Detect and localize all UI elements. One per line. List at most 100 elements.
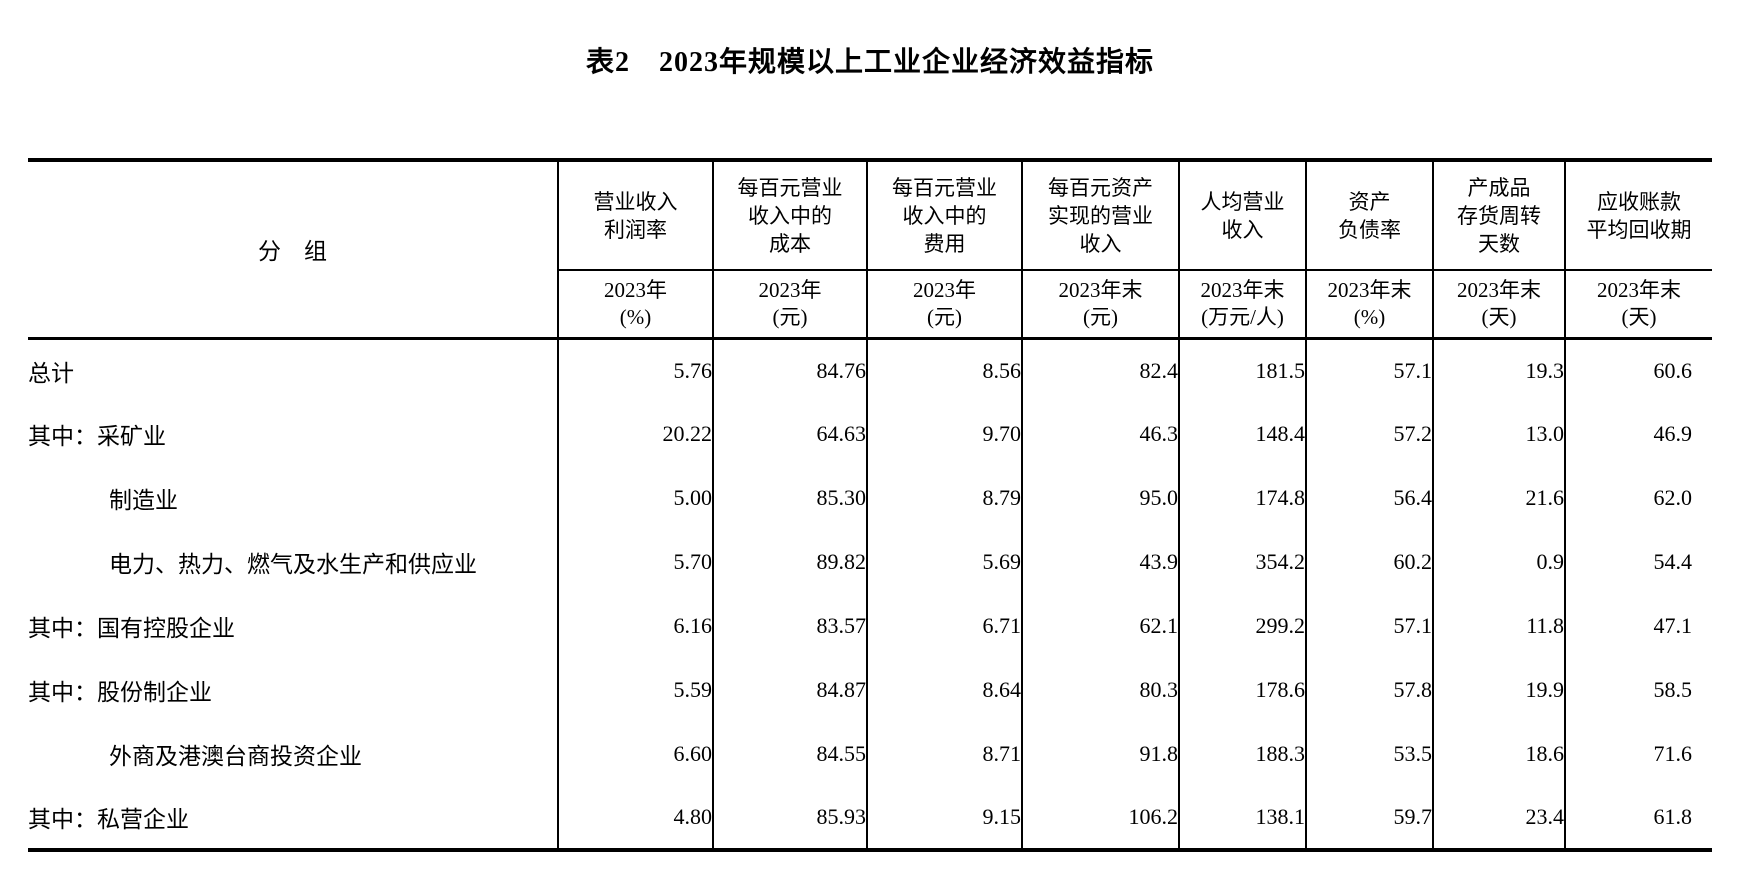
group-header-cell: 分 组 [258,239,327,265]
data-cell: 57.1 [1305,594,1433,658]
data-cell: 19.3 [1432,336,1565,402]
period-label: 2023年末 [1597,277,1681,302]
data-cell: 59.7 [1305,786,1433,850]
data-cell: 106.2 [1021,786,1179,850]
unit-label: (元) [1083,304,1118,329]
data-cell: 62.0 [1564,466,1712,530]
subheader-cell: 2023年末 (万元/人) [1178,270,1306,338]
col-header-cost-per-100-yuan-revenue: 每百元营业 收入中的 成本 [712,160,867,271]
data-cell: 299.2 [1178,594,1306,658]
subheader-cell: 2023年末 (%) [1305,270,1433,338]
data-cell: 60.6 [1564,336,1712,402]
unit-label: (天) [1481,304,1517,329]
data-cell: 57.8 [1305,658,1433,722]
data-cell: 4.80 [557,786,713,850]
row-label: 其中：采矿业 [28,424,166,449]
data-cell: 53.5 [1305,722,1433,786]
data-cell: 57.1 [1305,336,1433,402]
data-cell: 84.76 [712,336,867,402]
data-cell: 178.6 [1178,658,1306,722]
unit-label: (元) [927,304,962,329]
subheader-cell: 2023年 (元) [712,270,867,338]
data-cell: 6.71 [866,594,1022,658]
data-cell: 18.6 [1432,722,1565,786]
data-cell: 0.9 [1432,530,1565,594]
data-cell: 84.87 [712,658,867,722]
col-header-receivables-collection-period: 应收账款 平均回收期 [1564,160,1712,271]
table-row-utilities: 电力、热力、燃气及水生产和供应业 5.70 89.82 5.69 43.9 35… [28,530,1712,594]
data-cell: 83.57 [712,594,867,658]
subheader-cell: 2023年 (元) [866,270,1022,338]
unit-label: (万元/人) [1201,304,1284,329]
data-cell: 57.2 [1305,402,1433,466]
col-header-revenue-per-capita: 人均营业 收入 [1178,160,1306,271]
data-cell: 9.15 [866,786,1022,850]
header-sub-row: 2023年 (%) 2023年 (元) 2023年 (元) 2023年末 (元)… [28,270,1712,338]
table-row-private: 其中：私营企业 4.80 85.93 9.15 106.2 138.1 59.7… [28,786,1712,850]
data-cell: 23.4 [1432,786,1565,850]
table-row-manufacturing: 制造业 5.00 85.30 8.79 95.0 174.8 56.4 21.6… [28,466,1712,530]
period-label: 2023年 [913,277,976,302]
data-cell: 85.93 [712,786,867,850]
data-cell: 43.9 [1021,530,1179,594]
table-row-total: 总计 5.76 84.76 8.56 82.4 181.5 57.1 19.3 … [28,336,1712,402]
subheader-cell: 2023年 (%) [557,270,713,338]
data-cell: 82.4 [1021,336,1179,402]
data-cell: 46.3 [1021,402,1179,466]
row-label: 外商及港澳台商投资企业 [109,744,362,769]
period-label: 2023年末 [1200,277,1285,302]
data-cell: 5.59 [557,658,713,722]
unit-label: (天) [1621,304,1657,329]
period-label: 2023年末 [1457,277,1541,302]
data-cell: 20.22 [557,402,713,466]
data-cell: 80.3 [1021,658,1179,722]
data-cell: 62.1 [1021,594,1179,658]
data-cell: 46.9 [1564,402,1712,466]
col-header-asset-liability-ratio: 资产 负债率 [1305,160,1433,271]
data-cell: 5.69 [866,530,1022,594]
period-label: 2023年 [604,277,667,302]
header-title-row: 分 组 营业收入 利润率 每百元营业 收入中的 成本 每百元营业 收入中的 费用… [28,160,1712,271]
subheader-cell: 2023年末 (元) [1021,270,1179,338]
data-cell: 5.00 [557,466,713,530]
data-cell: 85.30 [712,466,867,530]
table-row-shareholding: 其中：股份制企业 5.59 84.87 8.64 80.3 178.6 57.8… [28,658,1712,722]
subheader-cell: 2023年末 (天) [1564,270,1712,338]
data-cell: 19.9 [1432,658,1565,722]
table-row-mining: 其中：采矿业 20.22 64.63 9.70 46.3 148.4 57.2 … [28,402,1712,466]
data-cell: 5.76 [557,336,713,402]
data-cell: 9.70 [866,402,1022,466]
table-row-foreign-invested: 外商及港澳台商投资企业 6.60 84.55 8.71 91.8 188.3 5… [28,722,1712,786]
data-cell: 13.0 [1432,402,1565,466]
data-cell: 138.1 [1178,786,1306,850]
data-cell: 148.4 [1178,402,1306,466]
table-title: 表2 2023年规模以上工业企业经济效益指标 [585,47,1154,78]
data-cell: 354.2 [1178,530,1306,594]
col-header-operating-revenue-profit-rate: 营业收入 利润率 [557,160,713,271]
row-label: 电力、热力、燃气及水生产和供应业 [109,552,477,577]
table-row-state-owned: 其中：国有控股企业 6.16 83.57 6.71 62.1 299.2 57.… [28,594,1712,658]
col-header-inventory-turnover-days: 产成品 存货周转 天数 [1432,160,1565,271]
data-cell: 58.5 [1564,658,1712,722]
data-cell: 95.0 [1021,466,1179,530]
subheader-cell: 2023年末 (天) [1432,270,1565,338]
unit-label: (元) [772,304,808,329]
data-cell: 89.82 [712,530,867,594]
data-cell: 181.5 [1178,336,1306,402]
row-label: 制造业 [109,488,178,513]
row-label: 其中：私营企业 [28,807,189,832]
data-cell: 6.16 [557,594,713,658]
data-cell: 8.79 [866,466,1022,530]
row-label: 其中：国有控股企业 [28,616,235,641]
data-cell: 71.6 [1564,722,1712,786]
data-cell: 91.8 [1021,722,1179,786]
data-cell: 84.55 [712,722,867,786]
data-cell: 60.2 [1305,530,1433,594]
col-header-expense-per-100-yuan-revenue: 每百元营业 收入中的 费用 [866,160,1022,271]
period-label: 2023年末 [1327,277,1412,302]
period-label: 2023年 [758,277,822,302]
row-label: 总计 [28,336,558,402]
data-cell: 188.3 [1178,722,1306,786]
data-cell: 11.8 [1432,594,1565,658]
